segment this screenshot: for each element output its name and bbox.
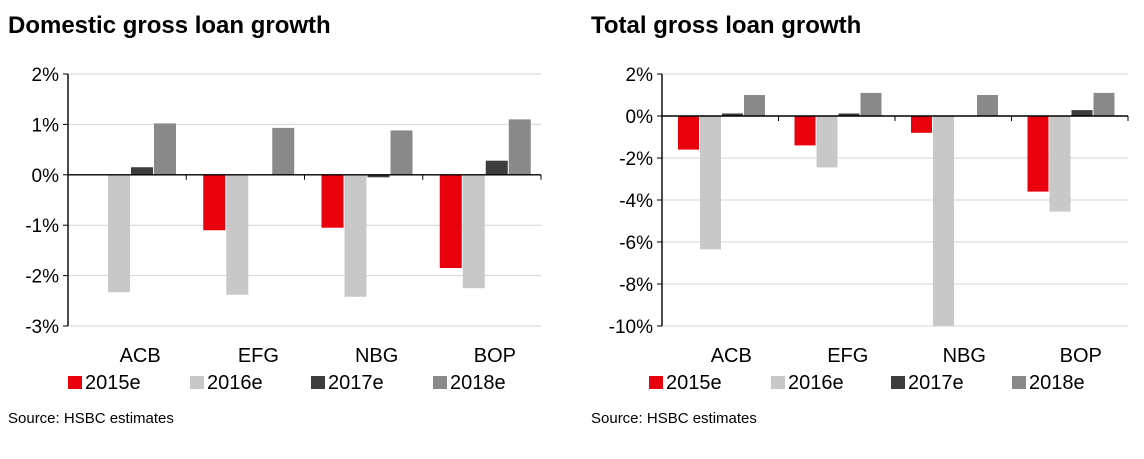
x-category-label: ACB	[120, 345, 161, 367]
bar-bop-2017e	[485, 160, 508, 175]
y-tick-label: -10%	[609, 317, 653, 338]
y-tick-label: -6%	[619, 233, 653, 254]
legend-label-2015e: 2015e	[666, 372, 722, 394]
bar-acb-2017e	[131, 167, 153, 175]
domestic-loan-growth-chart: 2% 1% 0% -1% -2% -3% ACB EFG NBG BOP 2015e 2016e 201…	[25, 65, 542, 394]
legend-swatch-2016e	[771, 376, 785, 389]
x-category-label: ACB	[711, 345, 752, 367]
x-category-label: NBG	[355, 345, 398, 367]
y-tick-label: 2%	[626, 65, 654, 86]
y-tick-label: -3%	[25, 317, 59, 338]
legend-label-2017e: 2017e	[908, 372, 964, 394]
bar-bop-2016e	[462, 174, 485, 289]
y-tick-label: -4%	[619, 191, 653, 212]
chart-title: Domestic gross loan growth	[8, 12, 331, 39]
bar-nbg-2018e	[977, 95, 998, 116]
bar-efg-2015e	[794, 116, 816, 146]
domestic-loan-growth-panel: Domestic gross loan growth 2% 1% 0% -1% -2% -…	[8, 12, 542, 427]
legend-label-2016e: 2016e	[207, 372, 263, 394]
bar-nbg-2017e	[367, 174, 390, 178]
y-tick-label: -8%	[619, 275, 653, 296]
bar-efg-2018e	[272, 127, 295, 175]
total-loan-growth-panel: Total gross loan growth 2% 0% -2% -4% -6% -8%…	[582, 0, 1144, 459]
y-tick-label: -2%	[25, 267, 59, 288]
bar-bop-2015e	[1027, 116, 1049, 192]
bar-nbg-2015e	[321, 174, 344, 228]
bar-acb-2016e	[700, 116, 721, 250]
legend-label-2018e: 2018e	[1029, 372, 1085, 394]
bar-acb-2018e	[744, 95, 765, 116]
bar-acb-2017e	[722, 113, 743, 116]
bar-bop-2017e	[1071, 110, 1093, 116]
bar-acb-2018e	[154, 123, 176, 175]
bar-bop-2018e	[1093, 92, 1115, 116]
legend-swatch-2017e	[891, 376, 905, 389]
bar-efg-2017e	[838, 113, 860, 116]
bar-efg-2015e	[203, 174, 226, 231]
bar-efg-2016e	[816, 116, 838, 168]
legend-swatch-2015e	[649, 376, 663, 389]
legend-label-2018e: 2018e	[450, 372, 506, 394]
legend-label-2016e: 2016e	[788, 372, 844, 394]
bar-bop-2015e	[439, 174, 462, 269]
bar-bop-2018e	[508, 119, 531, 175]
chart-title: Total gross loan growth	[591, 12, 862, 39]
x-category-label: BOP	[1060, 345, 1102, 367]
y-tick-label: 0%	[32, 166, 60, 187]
x-category-label: EFG	[827, 345, 868, 367]
y-tick-label: 1%	[32, 115, 60, 136]
bar-nbg-2018e	[390, 130, 413, 175]
bar-acb-2016e	[108, 174, 130, 293]
legend-swatch-2018e	[1012, 376, 1026, 389]
bar-nbg-2015e	[911, 116, 932, 133]
bar-efg-2018e	[860, 92, 882, 116]
x-category-label: NBG	[943, 345, 986, 367]
bar-nbg-2016e	[344, 174, 367, 297]
bar-acb-2015e	[678, 116, 699, 150]
legend-label-2017e: 2017e	[328, 372, 384, 394]
source-note: Source: HSBC estimates	[591, 410, 757, 427]
legend-swatch-2018e	[433, 376, 447, 389]
legend-label-2015e: 2015e	[85, 372, 141, 394]
y-tick-label: -1%	[25, 216, 59, 237]
legend-swatch-2016e	[190, 376, 204, 389]
total-loan-growth-chart: 2% 0% -2% -4% -6% -8% -10% ACB EFG NBG BOP 2015e 201…	[609, 65, 1129, 394]
y-tick-label: 2%	[32, 65, 60, 86]
x-category-label: BOP	[474, 345, 516, 367]
y-tick-label: -2%	[619, 149, 653, 170]
bar-bop-2016e	[1049, 116, 1071, 212]
bar-nbg-2016e	[933, 116, 954, 326]
legend-swatch-2015e	[68, 376, 82, 389]
legend-swatch-2017e	[311, 376, 325, 389]
source-note: Source: HSBC estimates	[8, 410, 174, 427]
y-tick-label: 0%	[626, 107, 654, 128]
x-category-label: EFG	[238, 345, 279, 367]
bar-efg-2016e	[226, 174, 249, 295]
